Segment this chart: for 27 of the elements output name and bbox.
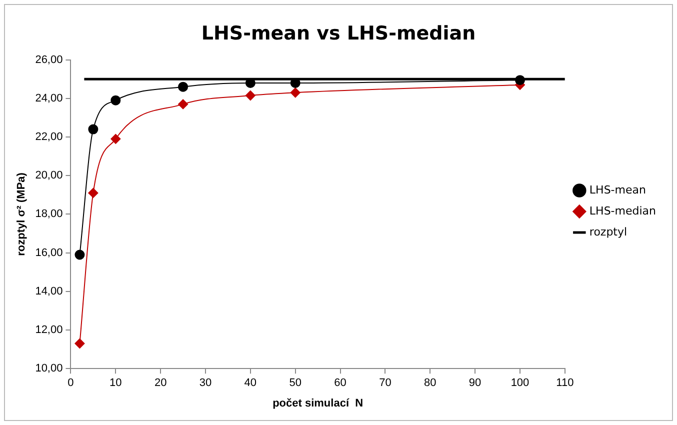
legend-label: LHS-mean — [589, 183, 646, 196]
y-tick-label: 16,00 — [35, 246, 63, 259]
legend-label: rozptyl — [589, 225, 628, 238]
x-tick-label: 50 — [289, 377, 302, 390]
y-axis-title: rozptyl σ² (MPa) — [16, 172, 28, 256]
x-tick-label: 0 — [68, 377, 74, 390]
x-tick-label: 100 — [510, 377, 530, 390]
y-tick-label: 24,00 — [35, 92, 63, 104]
y-tick-label: 12,00 — [35, 324, 63, 336]
x-tick-label: 10 — [110, 377, 122, 390]
legend-label: LHS-median — [589, 204, 656, 218]
x-tick-label: 20 — [154, 377, 167, 390]
y-tick-label: 18,00 — [35, 208, 63, 220]
x-axis-title: počet simulací N — [272, 397, 364, 410]
x-tick-label: 90 — [468, 377, 482, 390]
x-tick-label: 110 — [556, 377, 574, 390]
chart-title: LHS-mean vs LHS-median — [201, 22, 476, 44]
x-tick-label: 30 — [199, 377, 212, 390]
x-tick-label: 60 — [334, 377, 346, 390]
y-tick-label: 10,00 — [35, 362, 63, 375]
y-tick-label: 20,00 — [35, 170, 63, 182]
y-tick-label: 26,00 — [35, 54, 63, 66]
x-tick-label: 40 — [244, 377, 257, 390]
y-tick-label: 14,00 — [35, 285, 63, 298]
x-tick-label: 80 — [424, 377, 436, 390]
x-tick-label: 70 — [379, 377, 392, 390]
y-tick-label: 22,00 — [35, 131, 63, 144]
